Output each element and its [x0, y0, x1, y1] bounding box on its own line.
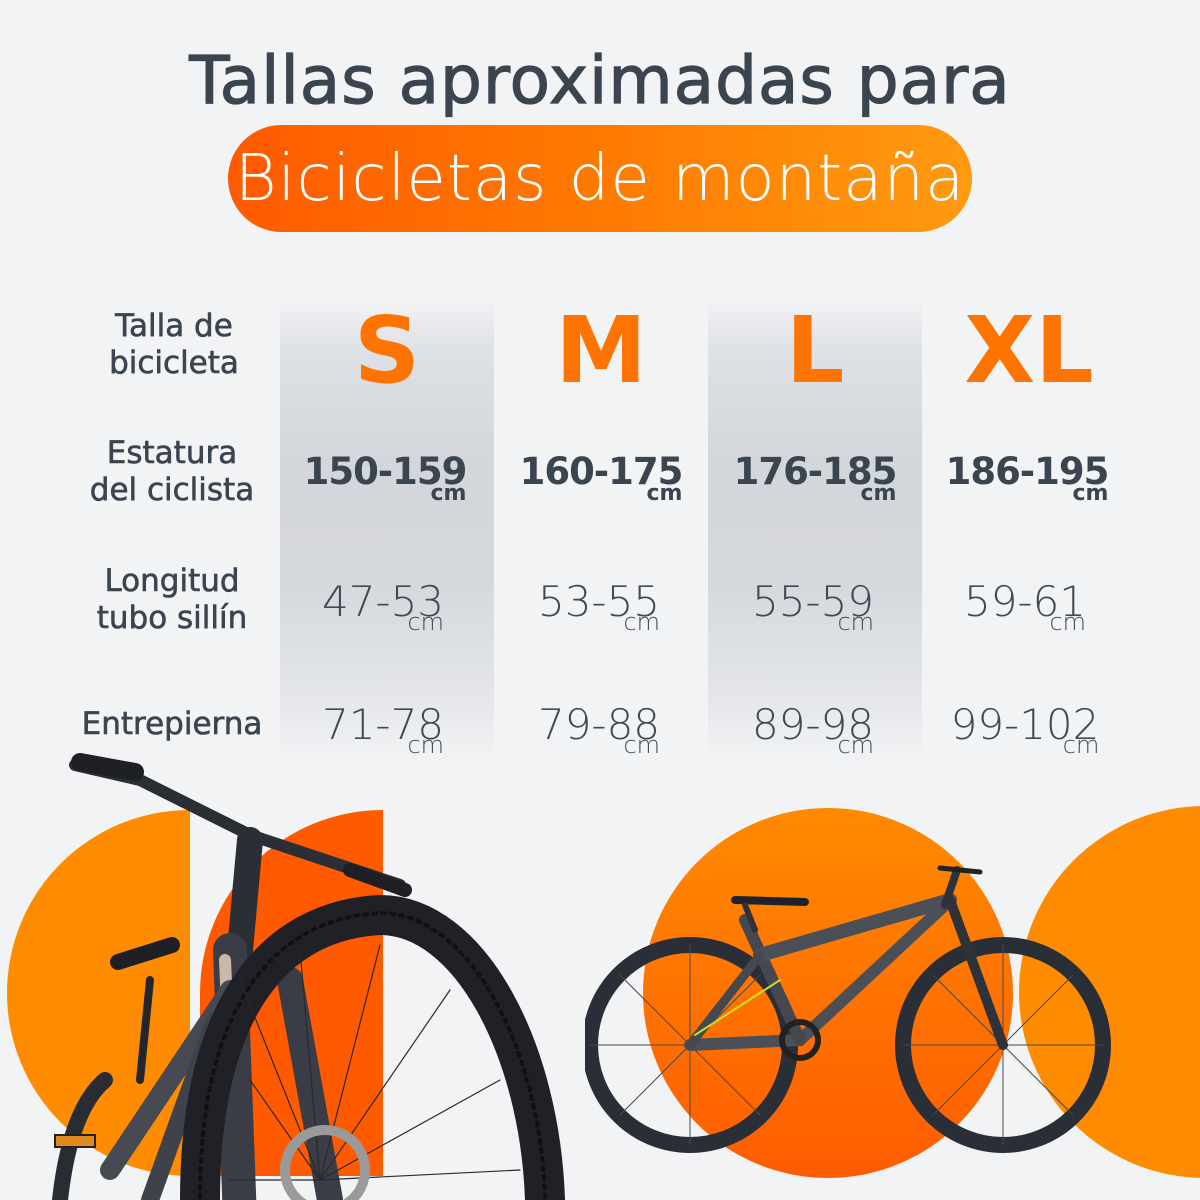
seat-tube-cell-s: 47-53 cm	[276, 577, 490, 635]
unit-text: cm	[837, 731, 875, 759]
unit-text: cm	[407, 731, 445, 759]
value-text: 47-53	[321, 577, 445, 626]
height-cell-l: 176-185 cm	[708, 450, 922, 506]
unit-text: cm	[407, 608, 445, 636]
row-label-line: del ciclista	[89, 472, 255, 509]
inseam-cell-xl: 99-102 cm	[918, 700, 1132, 758]
column-shade-l	[708, 298, 922, 762]
row-label-line: Entrepierna	[81, 706, 263, 743]
size-l: L	[785, 297, 845, 404]
page-title: Tallas aproximadas para	[189, 41, 1011, 119]
row-label-seat-tube: Longitud tubo sillín	[42, 563, 302, 637]
height-cell-s: 150-159 cm	[278, 450, 492, 506]
row-label-line: tubo sillín	[96, 600, 248, 637]
value-text: 89-98	[751, 700, 875, 749]
inseam-cell-s: 71-78 cm	[276, 700, 490, 758]
size-s: S	[353, 297, 421, 404]
row-label-line: Talla de	[115, 308, 233, 345]
seat-tube-cell-xl: 59-61 cm	[918, 577, 1132, 635]
seat-tube-cell-l: 55-59 cm	[706, 577, 920, 635]
subtitle-text: Bicicletas de montaña	[234, 141, 966, 216]
height-cell-m: 160-175 cm	[494, 450, 708, 506]
row-label-inseam: Entrepierna	[42, 706, 302, 743]
unit-text: cm	[430, 481, 467, 506]
unit-text: cm	[623, 608, 661, 636]
value-text: 79-88	[537, 700, 661, 749]
unit-text: cm	[1072, 481, 1109, 506]
row-label-line: Longitud	[104, 563, 240, 600]
unit-text: cm	[1062, 731, 1100, 759]
bike-sideview-image	[585, 865, 1111, 1153]
size-m: M	[555, 297, 647, 404]
seat-tube-cell-m: 53-55 cm	[492, 577, 706, 635]
value-text: 160-175	[519, 450, 684, 493]
value-text: 150-159	[303, 450, 468, 493]
unit-text: cm	[646, 481, 683, 506]
value-text: 176-185	[733, 450, 898, 493]
inseam-cell-m: 79-88 cm	[492, 700, 706, 758]
value-text: 59-61	[963, 577, 1087, 626]
value-text: 71-78	[321, 700, 445, 749]
value-text: 53-55	[537, 577, 661, 626]
row-label-bike-size: Talla de bicicleta	[44, 308, 304, 382]
row-label-line: Estatura	[106, 435, 238, 472]
column-shade-s	[280, 298, 494, 762]
height-cell-xl: 186-195 cm	[920, 450, 1134, 506]
inseam-cell-l: 89-98 cm	[706, 700, 920, 758]
unit-text: cm	[623, 731, 661, 759]
row-label-line: bicicleta	[109, 345, 239, 382]
row-label-rider-height: Estatura del ciclista	[42, 435, 302, 509]
size-xl: XL	[964, 297, 1094, 404]
bike-closeup-image	[52, 753, 565, 1200]
value-text: 186-195	[945, 450, 1110, 493]
unit-text: cm	[1049, 608, 1087, 636]
unit-text: cm	[860, 481, 897, 506]
unit-text: cm	[837, 608, 875, 636]
value-text: 55-59	[751, 577, 875, 626]
subtitle-pill: Bicicletas de montaña	[228, 125, 972, 232]
value-text: 99-102	[950, 700, 1100, 749]
